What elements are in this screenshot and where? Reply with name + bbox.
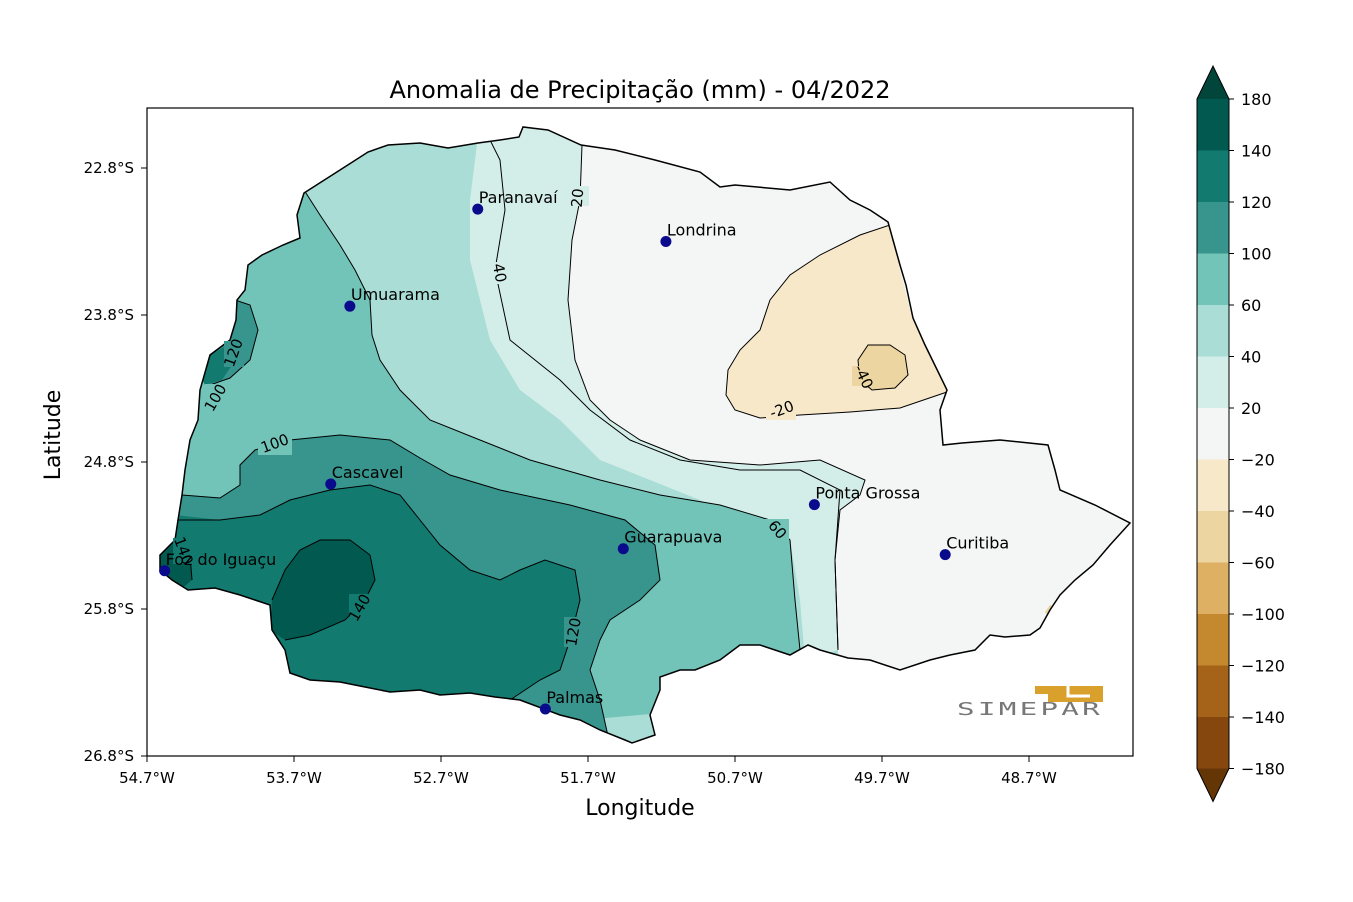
contour-20	[567, 144, 866, 651]
colorbar-segment	[1197, 408, 1229, 460]
contour-label: 20	[568, 188, 588, 209]
city-label: Cascavel	[332, 463, 404, 482]
colorbar-segment	[1197, 305, 1229, 357]
colorbar-segment	[1197, 665, 1229, 718]
contour-lines	[160, 139, 948, 743]
contour-100	[181, 434, 661, 743]
colorbar-tick-label: −120	[1241, 657, 1285, 676]
y-tick-label: 23.8°S	[84, 306, 134, 324]
y-tick-label: 25.8°S	[84, 600, 134, 618]
city-label: Paranavaí	[479, 188, 558, 207]
city-marker	[939, 549, 951, 561]
x-axis-label: Longitude	[585, 796, 694, 821]
city-label: Curitiba	[946, 534, 1009, 553]
colorbar-tick-label: 180	[1241, 90, 1272, 109]
city-marker	[617, 543, 629, 555]
simepar-logo-text: SIMEPAR	[957, 699, 1103, 720]
y-axis: 22.8°S 23.8°S 24.8°S 25.8°S 26.8°S	[84, 159, 147, 765]
colorbar-segment	[1197, 511, 1229, 563]
colorbar-segment	[1197, 356, 1229, 409]
contour-label: 120	[562, 616, 585, 647]
city-marker	[325, 478, 337, 490]
city-marker	[472, 203, 484, 215]
colorbar-extend-bottom	[1197, 768, 1229, 802]
y-tick-label: 24.8°S	[84, 453, 134, 471]
colorbar-tick-label: −60	[1241, 554, 1275, 573]
city-label: Guarapuava	[624, 528, 722, 547]
x-tick-label: 49.7°W	[854, 769, 910, 787]
colorbar-segment	[1197, 459, 1229, 512]
region-140-180	[270, 540, 375, 640]
colorbar-segment	[1197, 253, 1229, 306]
contour-label-group: 20 40 -40 -20 120 100 100 60 140 140 120	[170, 186, 877, 648]
city-marker	[808, 499, 820, 511]
x-axis: 54.7°W 53.7°W 52.7°W 51.7°W 50.7°W 49.7°…	[119, 756, 1057, 787]
colorbar-segment	[1197, 614, 1229, 666]
colorbar-tick-label: −180	[1241, 760, 1285, 779]
city-marker	[344, 300, 356, 312]
colorbar-segment	[1197, 150, 1229, 203]
y-tick-label: 26.8°S	[84, 747, 134, 765]
contour-140	[271, 539, 376, 641]
colorbar-segment	[1197, 99, 1229, 151]
city-label: Umuarama	[351, 285, 440, 304]
colorbar-segment	[1197, 202, 1229, 254]
region-20-40	[470, 127, 840, 660]
city-marker	[539, 703, 551, 715]
colorbar-tick-label: −20	[1241, 451, 1275, 470]
city-label: Ponta Grossa	[815, 484, 920, 503]
x-tick-label: 48.7°W	[1001, 769, 1057, 787]
city-marker	[660, 236, 672, 247]
map-title: Anomalia de Precipitação (mm) - 04/2022	[389, 76, 890, 104]
city-label: Londrina	[667, 221, 737, 240]
colorbar-tick-label: 120	[1241, 193, 1272, 212]
x-tick-label: 52.7°W	[413, 769, 469, 787]
colorbar-tick-label: −100	[1241, 605, 1285, 624]
y-axis-label: Latitude	[41, 390, 66, 481]
contour-40	[489, 139, 841, 651]
colorbar-tick-label: 140	[1241, 142, 1272, 161]
contour-label: 40	[489, 262, 510, 284]
simepar-logo: SIMEPAR	[957, 686, 1103, 720]
city-markers: Paranavaí Londrina Umuarama Cascavel Ponta G…	[159, 188, 1009, 715]
contour-120	[178, 484, 581, 741]
colorbar-tick-label: 100	[1241, 245, 1272, 264]
contour-neg20	[725, 224, 948, 419]
colorbar-tick-label: 20	[1241, 399, 1261, 418]
city-marker	[159, 565, 171, 577]
colorbar: 180 140 120 100 60 40 20 −20 −40 −60 −100 −120 −140 −…	[1196, 64, 1285, 803]
plot-frame	[146, 107, 1134, 757]
city-label: Palmas	[546, 688, 603, 707]
x-tick-label: 50.7°W	[707, 769, 763, 787]
colorbar-segment	[1197, 717, 1229, 769]
region-120-140-nw	[198, 345, 232, 385]
x-tick-label: 53.7°W	[266, 769, 322, 787]
colorbar-tick-label: 60	[1241, 296, 1261, 315]
x-tick-label: 54.7°W	[119, 769, 175, 787]
x-tick-label: 51.7°W	[560, 769, 616, 787]
colorbar-tick-label: −40	[1241, 502, 1275, 521]
y-tick-label: 22.8°S	[84, 159, 134, 177]
colorbar-segment	[1197, 562, 1229, 615]
colorbar-tick-label: 40	[1241, 348, 1261, 367]
city-label: Foz do Iguaçu	[166, 550, 277, 569]
colorbar-extend-top	[1197, 66, 1229, 99]
colorbar-tick-label: −140	[1241, 708, 1285, 727]
